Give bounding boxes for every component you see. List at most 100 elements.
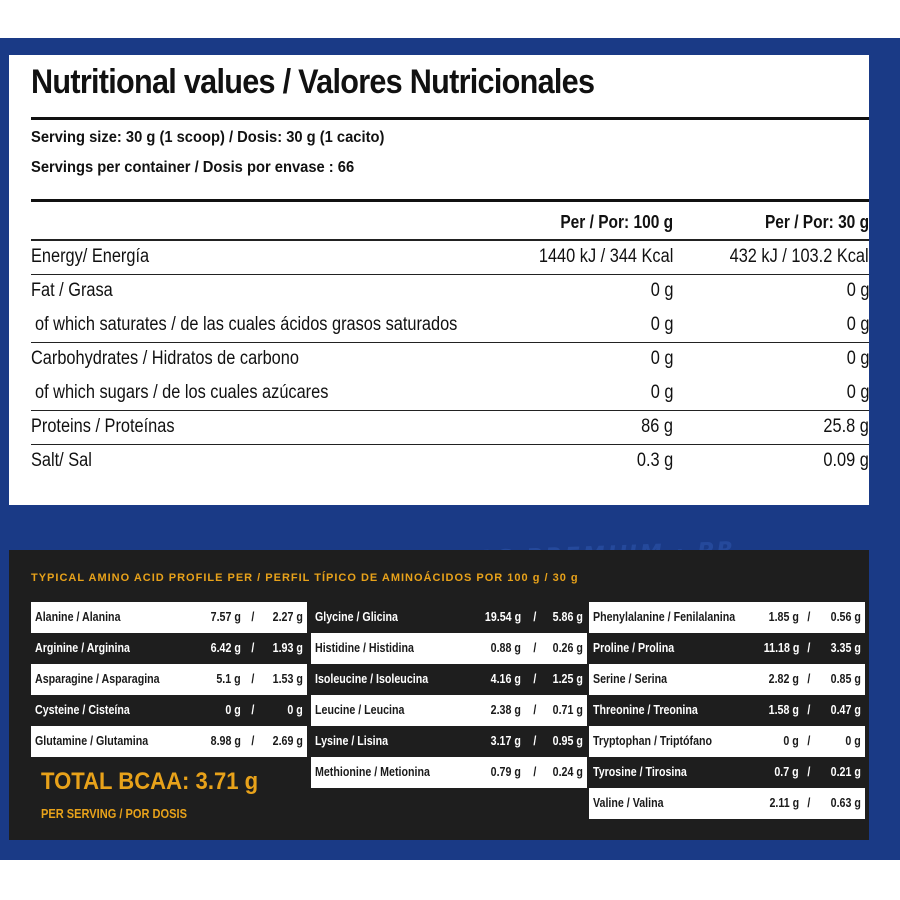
nutrition-row: Salt/ Sal 0.3 g 0.09 g bbox=[31, 445, 869, 479]
value-per-100g: 0 g bbox=[650, 280, 673, 301]
amino-separator: / bbox=[533, 671, 537, 686]
nutrition-title: Nutritional values / Valores Nutricional… bbox=[31, 63, 595, 101]
nutrition-row: of which sugars / de los cuales azúcares… bbox=[31, 377, 869, 411]
amino-separator: / bbox=[251, 640, 255, 655]
amino-name: Alanine / Alanina bbox=[35, 609, 121, 624]
amino-row: Methionine / Metionina 0.79 g / 0.24 g bbox=[311, 757, 587, 788]
amino-value-100g: 0.88 g bbox=[490, 640, 521, 655]
amino-name: Methionine / Metionina bbox=[315, 764, 430, 779]
amino-value-30g: 0.24 g bbox=[552, 764, 583, 779]
nutrition-row: Energy/ Energía 1440 kJ / 344 Kcal 432 kJ … bbox=[31, 241, 869, 275]
amino-column: Alanine / Alanina 7.57 g / 2.27 g Arginine /… bbox=[31, 602, 307, 757]
amino-value-100g: 1.58 g bbox=[768, 702, 799, 717]
amino-name: Glycine / Glicina bbox=[315, 609, 398, 624]
amino-name: Cysteine / Cisteína bbox=[35, 702, 130, 717]
amino-value-100g: 8.98 g bbox=[210, 733, 241, 748]
amino-separator: / bbox=[807, 795, 811, 810]
amino-value-30g: 2.27 g bbox=[272, 609, 303, 624]
amino-separator: / bbox=[533, 609, 537, 624]
amino-value-100g: 4.16 g bbox=[490, 671, 521, 686]
amino-value-100g: 2.11 g bbox=[769, 795, 799, 810]
amino-value-100g: 1.85 g bbox=[768, 609, 799, 624]
amino-separator: / bbox=[251, 702, 255, 717]
amino-name: Isoleucine / Isoleucina bbox=[315, 671, 429, 686]
amino-value-100g: 6.42 g bbox=[210, 640, 241, 655]
amino-row: Arginine / Arginina 6.42 g / 1.93 g bbox=[31, 633, 307, 664]
amino-value-100g: 0.7 g bbox=[774, 764, 799, 779]
amino-value-100g: 7.57 g bbox=[210, 609, 241, 624]
amino-value-30g: 0.95 g bbox=[552, 733, 583, 748]
amino-value-30g: 1.25 g bbox=[552, 671, 583, 686]
amino-row: Lysine / Lisina 3.17 g / 0.95 g bbox=[311, 726, 587, 757]
amino-separator: / bbox=[251, 671, 255, 686]
serving-rule bbox=[31, 199, 869, 202]
amino-value-100g: 5.1 g bbox=[216, 671, 241, 686]
value-per-30g: 0 g bbox=[846, 314, 869, 335]
value-per-30g: 0 g bbox=[846, 382, 869, 403]
amino-name: Valine / Valina bbox=[593, 795, 664, 810]
amino-name: Phenylalanine / Fenilalanina bbox=[593, 609, 736, 624]
nutrient-name: of which saturates / de las cuales ácido… bbox=[35, 314, 458, 335]
value-per-100g: 86 g bbox=[641, 416, 673, 437]
amino-value-100g: 3.17 g bbox=[490, 733, 521, 748]
amino-value-30g: 0.21 g bbox=[830, 764, 861, 779]
amino-value-30g: 2.69 g bbox=[272, 733, 303, 748]
amino-separator: / bbox=[807, 609, 811, 624]
amino-value-30g: 0 g bbox=[845, 733, 861, 748]
value-per-30g: 432 kJ / 103.2 Kcal bbox=[730, 246, 869, 267]
amino-separator: / bbox=[251, 609, 255, 624]
value-per-100g: 1440 kJ / 344 Kcal bbox=[538, 246, 673, 267]
amino-value-30g: 0.85 g bbox=[830, 671, 861, 686]
serving-size: Serving size: 30 g (1 scoop) / Dosis: 30… bbox=[31, 129, 385, 146]
amino-panel: TYPICAL AMINO ACID PROFILE PER / PERFIL … bbox=[9, 550, 869, 840]
nutrient-name: of which sugars / de los cuales azúcares bbox=[35, 382, 329, 403]
amino-value-30g: 0.47 g bbox=[830, 702, 861, 717]
amino-row: Tyrosine / Tirosina 0.7 g / 0.21 g bbox=[589, 757, 865, 788]
amino-value-100g: 0 g bbox=[783, 733, 799, 748]
amino-column: Glycine / Glicina 19.54 g / 5.86 g Histidine… bbox=[311, 602, 587, 788]
amino-row: Tryptophan / Triptófano 0 g / 0 g bbox=[589, 726, 865, 757]
nutrient-name: Energy/ Energía bbox=[31, 246, 150, 267]
title-rule bbox=[31, 117, 869, 120]
value-per-30g: 25.8 g bbox=[823, 416, 869, 437]
amino-value-30g: 0.56 g bbox=[830, 609, 861, 624]
amino-value-100g: 19.54 g bbox=[484, 609, 521, 624]
amino-separator: / bbox=[533, 733, 537, 748]
nutrient-name: Fat / Grasa bbox=[31, 280, 113, 301]
amino-separator: / bbox=[807, 733, 811, 748]
amino-row: Serine / Serina 2.82 g / 0.85 g bbox=[589, 664, 865, 695]
amino-value-100g: 2.82 g bbox=[768, 671, 799, 686]
amino-separator: / bbox=[807, 764, 811, 779]
value-per-100g: 0 g bbox=[650, 348, 673, 369]
amino-separator: / bbox=[807, 671, 811, 686]
amino-value-100g: 0.79 g bbox=[490, 764, 521, 779]
nutrition-row: Carbohydrates / Hidratos de carbono 0 g 0 … bbox=[31, 343, 869, 377]
amino-value-30g: 0 g bbox=[287, 702, 303, 717]
amino-name: Lysine / Lisina bbox=[315, 733, 389, 748]
amino-separator: / bbox=[533, 764, 537, 779]
amino-name: Tyrosine / Tirosina bbox=[593, 764, 687, 779]
amino-row: Threonine / Treonina 1.58 g / 0.47 g bbox=[589, 695, 865, 726]
amino-value-30g: 1.53 g bbox=[272, 671, 303, 686]
amino-value-30g: 0.26 g bbox=[552, 640, 583, 655]
value-per-100g: 0 g bbox=[650, 382, 673, 403]
amino-row: Asparagine / Asparagina 5.1 g / 1.53 g bbox=[31, 664, 307, 695]
amino-row: Proline / Prolina 11.18 g / 3.35 g bbox=[589, 633, 865, 664]
amino-separator: / bbox=[533, 640, 537, 655]
amino-name: Asparagine / Asparagina bbox=[35, 671, 160, 686]
amino-name: Glutamine / Glutamina bbox=[35, 733, 149, 748]
nutrient-name: Salt/ Sal bbox=[31, 450, 92, 471]
nutrition-row: Fat / Grasa 0 g 0 g bbox=[31, 275, 869, 309]
col-header-100g: Per / Por: 100 g bbox=[560, 212, 673, 232]
amino-separator: / bbox=[251, 733, 255, 748]
value-per-100g: 0 g bbox=[650, 314, 673, 335]
nutrition-panel: Nutritional values / Valores Nutricional… bbox=[9, 55, 869, 505]
servings-per-container: Servings per container / Dosis por envas… bbox=[31, 159, 355, 176]
amino-row: Histidine / Histidina 0.88 g / 0.26 g bbox=[311, 633, 587, 664]
amino-name: Histidine / Histidina bbox=[315, 640, 414, 655]
total-bcaa: TOTAL BCAA: 3.71 g bbox=[41, 768, 259, 795]
amino-value-30g: 3.35 g bbox=[830, 640, 861, 655]
amino-row: Alanine / Alanina 7.57 g / 2.27 g bbox=[31, 602, 307, 633]
amino-name: Proline / Prolina bbox=[593, 640, 675, 655]
amino-name: Threonine / Treonina bbox=[593, 702, 698, 717]
